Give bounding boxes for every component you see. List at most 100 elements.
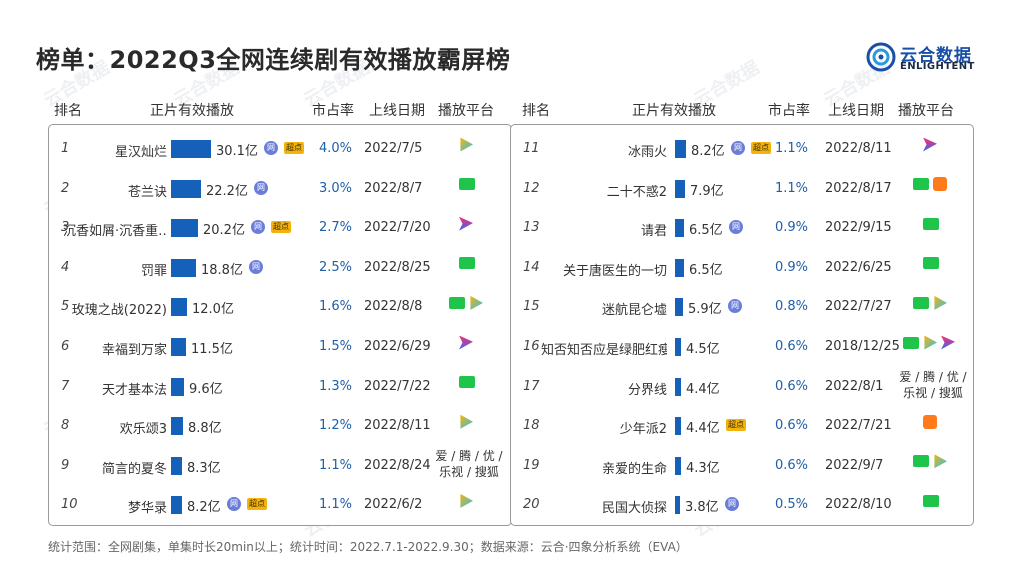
release-date: 2022/6/2 [364,497,423,513]
market-share: 1.1% [319,457,353,473]
rank-number: 7 [61,378,70,394]
logo-text-cn: 云合数据 [900,46,972,66]
release-date: 2022/8/11 [364,418,431,434]
drama-title: 二十不惑2 [606,184,667,200]
release-date: 2022/8/24 [364,457,431,473]
table-row: 14 关于唐医生的一切 6.5亿 0.9% 2022/6/25 [511,248,973,288]
youku-icon [459,216,473,231]
release-date: 2022/8/10 [825,497,892,513]
release-date: 2022/8/25 [364,259,431,275]
table-row: 12 二十不惑2 7.9亿 1.1% 2022/8/17 [511,169,973,209]
platform-list-line: 乐视 / 搜狐 [439,464,499,479]
network-badge-icon: 网 [731,141,745,155]
iqiyi-icon [923,217,939,230]
platform-icons [903,335,959,359]
bar-mark [171,417,183,436]
bar-value-label: 6.5亿 [689,262,723,278]
drama-title: 欢乐颂3 [119,422,167,438]
bar-value-label: 5.9亿 [688,302,722,318]
header-platform-left: 播放平台 [438,103,494,119]
release-date: 2022/8/17 [825,180,892,196]
release-date: 2022/7/5 [364,141,423,156]
release-date: 2022/7/21 [825,418,892,434]
network-badge-icon: 网 [729,220,743,235]
header-effective-right: 正片有效播放 [632,103,716,119]
release-date: 2022/7/22 [364,378,431,394]
super-vip-badge: 超点 [751,142,771,154]
network-badge-icon: 网 [251,220,265,235]
rank-number: 14 [523,259,540,275]
drama-title: 玫瑰之战(2022) [71,303,167,319]
platform-icons [923,493,943,517]
bar-value-label: 8.2亿 [691,144,725,159]
rank-number: 19 [523,457,540,473]
release-date: 2022/8/1 [825,378,884,394]
table-row: 18 少年派2 4.4亿 超点 0.6% 2022/7/21 [511,406,973,446]
table-row: 9 简言的夏冬 8.3亿 1.1% 2022/8/24 爱 / 腾 / 优 / 乐视 / 搜… [49,446,511,486]
market-share: 1.6% [319,299,353,315]
table-row: 4 罚罪 18.8亿网 2.5% 2022/8/25 [49,248,511,288]
bar-mark [171,338,186,356]
platform-icons [923,216,943,240]
rank-number: 10 [61,497,78,513]
bar-mark [171,219,198,238]
rank-number: 15 [523,299,540,315]
platform-list: 爱 / 腾 / 优 / 乐视 / 搜狐 [893,369,973,401]
release-date: 2022/8/8 [364,299,423,315]
bar-value-label: 4.5亿 [686,342,720,357]
tencent-icon [460,137,473,152]
super-vip-badge: 超点 [271,221,291,234]
header-date-right: 上线日期 [828,103,884,119]
ranking-panel-left: 1 星汉灿烂 30.1亿网超点 4.0% 2022/7/5 2 苍兰诀 22.2亿网 3.0% 2… [48,124,512,526]
mgtv-icon [923,414,937,429]
bar-value-label: 8.2亿 [187,500,221,516]
network-badge-icon: 网 [227,497,241,512]
iqiyi-icon [923,494,939,507]
bar-mark [675,377,681,396]
bar-mark [171,258,196,277]
youku-icon [941,335,955,350]
iqiyi-icon [903,336,919,349]
market-share: 2.5% [319,259,353,275]
platform-list-line: 乐视 / 搜狐 [903,385,963,400]
header-rank-left: 排名 [54,103,82,119]
iqiyi-icon [913,296,929,309]
rank-number: 3 [61,220,70,236]
logo-icon [866,42,896,72]
header-effective-left: 正片有效播放 [150,103,234,119]
release-date: 2022/9/7 [825,457,884,473]
bar-mark [675,179,685,198]
platform-icons [459,375,479,399]
network-badge-icon: 网 [728,299,742,314]
iqiyi-icon [913,455,929,468]
table-row: 10 梦华录 8.2亿网超点 1.1% 2022/6/2 [49,485,511,525]
rank-number: 6 [61,339,70,354]
bar-mark [171,456,182,475]
bar-mark [675,496,680,515]
iqiyi-icon [459,178,475,191]
iqiyi-icon [459,257,475,270]
table-row: 7 天才基本法 9.6亿 1.3% 2022/7/22 [49,367,511,407]
network-badge-icon: 网 [249,259,263,274]
market-share: 1.2% [319,418,353,434]
rank-number: 20 [523,497,540,513]
bar-value-label: 20.2亿 [203,223,245,239]
table-row: 16 知否知否应是绿肥红瘦 4.5亿 0.6% 2018/12/25 [511,327,973,367]
network-badge-icon: 网 [254,180,268,195]
bar-mark [675,140,686,158]
iqiyi-icon [913,178,929,191]
release-date: 2022/6/29 [364,339,431,354]
brand-logo: 云合数据 ENLIGHTENT [866,40,996,76]
tencent-icon [934,454,947,469]
rank-number: 18 [523,418,540,434]
rank-number: 16 [523,339,540,354]
release-date: 2022/6/25 [825,259,892,275]
table-row: 17 分界线 4.4亿 0.6% 2022/8/1 爱 / 腾 / 优 / 乐视 / 搜狐 [511,367,973,407]
market-share: 2.7% [319,220,353,236]
rank-number: 4 [61,259,70,275]
drama-title: 少年派2 [619,422,667,438]
bar-mark [171,179,201,198]
tencent-icon [470,295,483,310]
bar-mark [171,298,187,317]
bar-value-label: 7.9亿 [690,183,724,199]
